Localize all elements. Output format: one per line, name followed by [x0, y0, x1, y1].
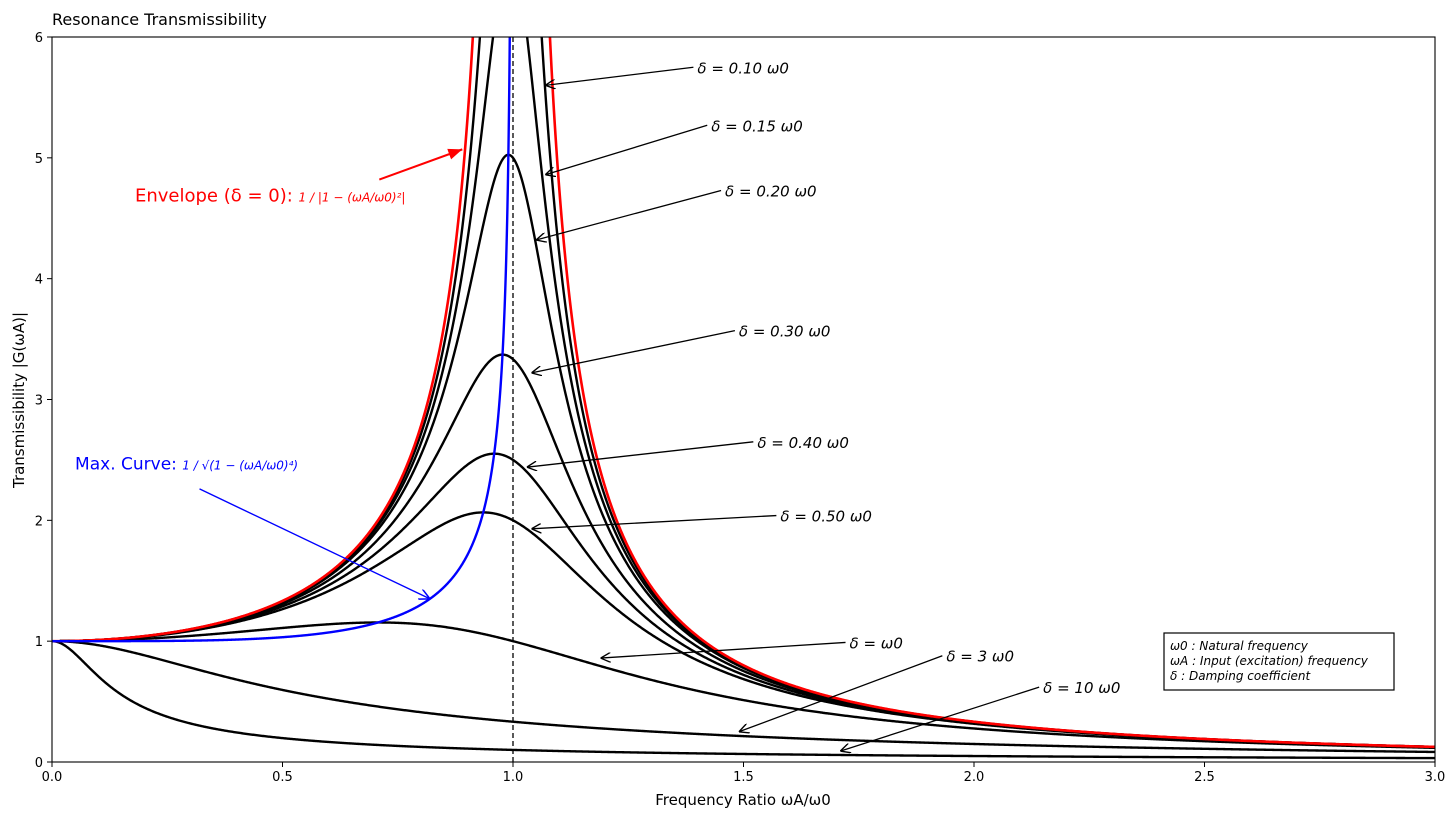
x-tick-label-5: 2.5 — [1194, 770, 1215, 785]
x-tick-label-1: 0.5 — [272, 770, 293, 785]
y-tick-label-1: 1 — [35, 635, 43, 650]
y-axis-label: Transmissibility |G(ωA)| — [10, 312, 28, 489]
series-line-delta-7 — [52, 639, 1435, 754]
x-axis-label: Frequency Ratio ωA/ω0 — [655, 791, 831, 809]
max-curve-arrow — [199, 488, 430, 599]
series-arrow-0 — [545, 66, 694, 85]
series-arrow-7 — [739, 655, 943, 732]
x-tick-label-2: 1.0 — [503, 770, 524, 785]
series-label-5: δ = 0.50 ω0 — [780, 508, 872, 526]
chart-title: Resonance Transmissibility — [52, 10, 267, 29]
plot-area — [52, 37, 1435, 762]
series-label-4: δ = 0.40 ω0 — [757, 434, 849, 452]
series-line-delta-6 — [52, 621, 1435, 750]
info-box-line-2: δ : Damping coefficient — [1170, 669, 1312, 683]
info-box-line-0: ω0 : Natural frequency — [1170, 639, 1309, 653]
series-arrow-2 — [536, 189, 722, 241]
series-line-delta-8 — [52, 639, 1435, 760]
series-arrow-3 — [531, 330, 736, 373]
envelope-curve-left — [52, 37, 475, 643]
series-label-7: δ = 3 ω0 — [946, 648, 1014, 666]
envelope-curve-right — [548, 37, 1435, 749]
info-box-line-1: ωA : Input (excitation) frequency — [1170, 654, 1369, 668]
y-tick-label-0: 0 — [35, 756, 43, 771]
series-label-0: δ = 0.10 ω0 — [697, 59, 789, 77]
x-tick-label-6: 3.0 — [1425, 770, 1446, 785]
series-arrow-8 — [840, 686, 1040, 751]
y-tick-label-5: 5 — [35, 152, 43, 167]
x-tick-label-3: 1.5 — [733, 770, 754, 785]
series-arrow-5 — [531, 514, 777, 529]
x-tick-label-4: 2.0 — [964, 770, 985, 785]
annotations: δ = 0.10 ω0 δ = 0.15 ω0 δ = 0.20 ω0 δ = 0.3… — [75, 59, 1395, 751]
series-label-1: δ = 0.15 ω0 — [711, 117, 803, 135]
max-curve-label: Max. Curve: 1 / √(1 − (ωA/ω0)⁴) — [75, 455, 298, 475]
axes: 0.0 0.5 1.0 1.5 2.0 2.5 3.0 0 1 2 3 4 5 6 — [35, 31, 1446, 785]
y-tick-label-3: 3 — [35, 394, 43, 409]
y-tick-label-2: 2 — [35, 514, 43, 529]
y-tick-label-4: 4 — [35, 273, 43, 288]
info-box — [1163, 632, 1395, 691]
y-tick-label-6: 6 — [35, 31, 43, 46]
series-label-8: δ = 10 ω0 — [1043, 679, 1120, 697]
max-curve — [52, 37, 511, 643]
series-label-6: δ = ω0 — [850, 634, 903, 652]
envelope-label: Envelope (δ = 0): 1 / |1 − (ωA/ω0)²| — [135, 185, 405, 206]
series-arrow-4 — [527, 441, 754, 467]
x-tick-label-0: 0.0 — [42, 770, 63, 785]
series-label-2: δ = 0.20 ω0 — [725, 183, 817, 201]
envelope-arrow — [378, 148, 463, 181]
series-arrow-1 — [545, 124, 708, 175]
series-line-delta-4 — [52, 452, 1435, 749]
series-label-3: δ = 0.30 ω0 — [739, 323, 831, 341]
series-arrow-6 — [601, 641, 846, 658]
